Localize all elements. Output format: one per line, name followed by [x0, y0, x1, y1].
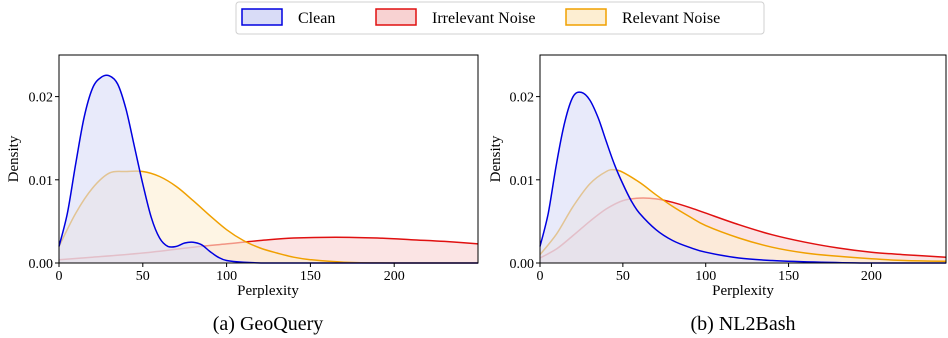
- line-clean-geoquery: [58, 74, 478, 264]
- x-tick-label: 100: [695, 269, 716, 284]
- x-tick-label: 100: [216, 269, 237, 284]
- x-tick-label: 0: [537, 269, 544, 284]
- line-clean-nl2bash: [539, 91, 947, 264]
- plot-area-nl2bash: [539, 91, 947, 264]
- x-ticks-geoquery: 0 50 100 150 200: [56, 263, 405, 284]
- x-tick-label: 150: [300, 269, 321, 284]
- plot-frame-geoquery: [58, 54, 479, 264]
- legend-frame: [235, 1, 765, 35]
- x-tick-label: 50: [136, 269, 150, 284]
- x-axis-label-nl2bash: Perplexity: [712, 283, 774, 299]
- x-tick-label: 200: [384, 269, 405, 284]
- area-relevant-noise-geoquery: [59, 171, 478, 264]
- caption-nl2bash: (b) NL2Bash: [691, 313, 796, 335]
- y-tick-label: 0.01: [29, 174, 54, 189]
- y-tick-label: 0.01: [510, 174, 535, 189]
- y-tick-label: 0.02: [510, 91, 535, 106]
- y-axis-label-nl2bash: Density: [488, 135, 504, 182]
- panel-nl2bash: 0 50 100 150 200 0.00 0.01 0.02 Perplexity Den…: [488, 54, 947, 335]
- x-tick-label: 150: [778, 269, 799, 284]
- x-tick-label: 50: [616, 269, 630, 284]
- x-ticks-nl2bash: 0 50 100 150 200: [537, 263, 882, 284]
- panel-geoquery: 0 50 100 150 200 0.00 0.01 0.02 Perplexity Den…: [6, 54, 479, 335]
- y-ticks-nl2bash: 0.00 0.01 0.02: [510, 91, 540, 272]
- legend-label-relevant: Relevant Noise: [622, 10, 720, 27]
- area-clean-nl2bash: [540, 92, 946, 264]
- x-tick-label: 200: [861, 269, 882, 284]
- legend-swatch-clean: [241, 8, 283, 26]
- plot-area-geoquery: [58, 74, 479, 264]
- legend-label-clean: Clean: [298, 10, 335, 27]
- area-clean-geoquery: [59, 75, 478, 264]
- x-axis-label-geoquery: Perplexity: [237, 283, 299, 299]
- caption-geoquery: (a) GeoQuery: [213, 313, 324, 335]
- legend-label-irrelevant: Irrelevant Noise: [432, 10, 536, 27]
- legend-swatch-irrelevant: [375, 8, 417, 26]
- y-axis-label-geoquery: Density: [6, 135, 22, 182]
- plot-frame-nl2bash: [539, 54, 947, 264]
- x-tick-label: 0: [56, 269, 63, 284]
- y-tick-label: 0.00: [29, 257, 54, 272]
- legend-swatch-relevant: [565, 8, 607, 26]
- y-ticks-geoquery: 0.00 0.01 0.02: [29, 91, 59, 272]
- y-tick-label: 0.02: [29, 91, 54, 106]
- y-tick-label: 0.00: [510, 257, 535, 272]
- legend: Clean Irrelevant Noise Relevant Noise: [235, 1, 765, 35]
